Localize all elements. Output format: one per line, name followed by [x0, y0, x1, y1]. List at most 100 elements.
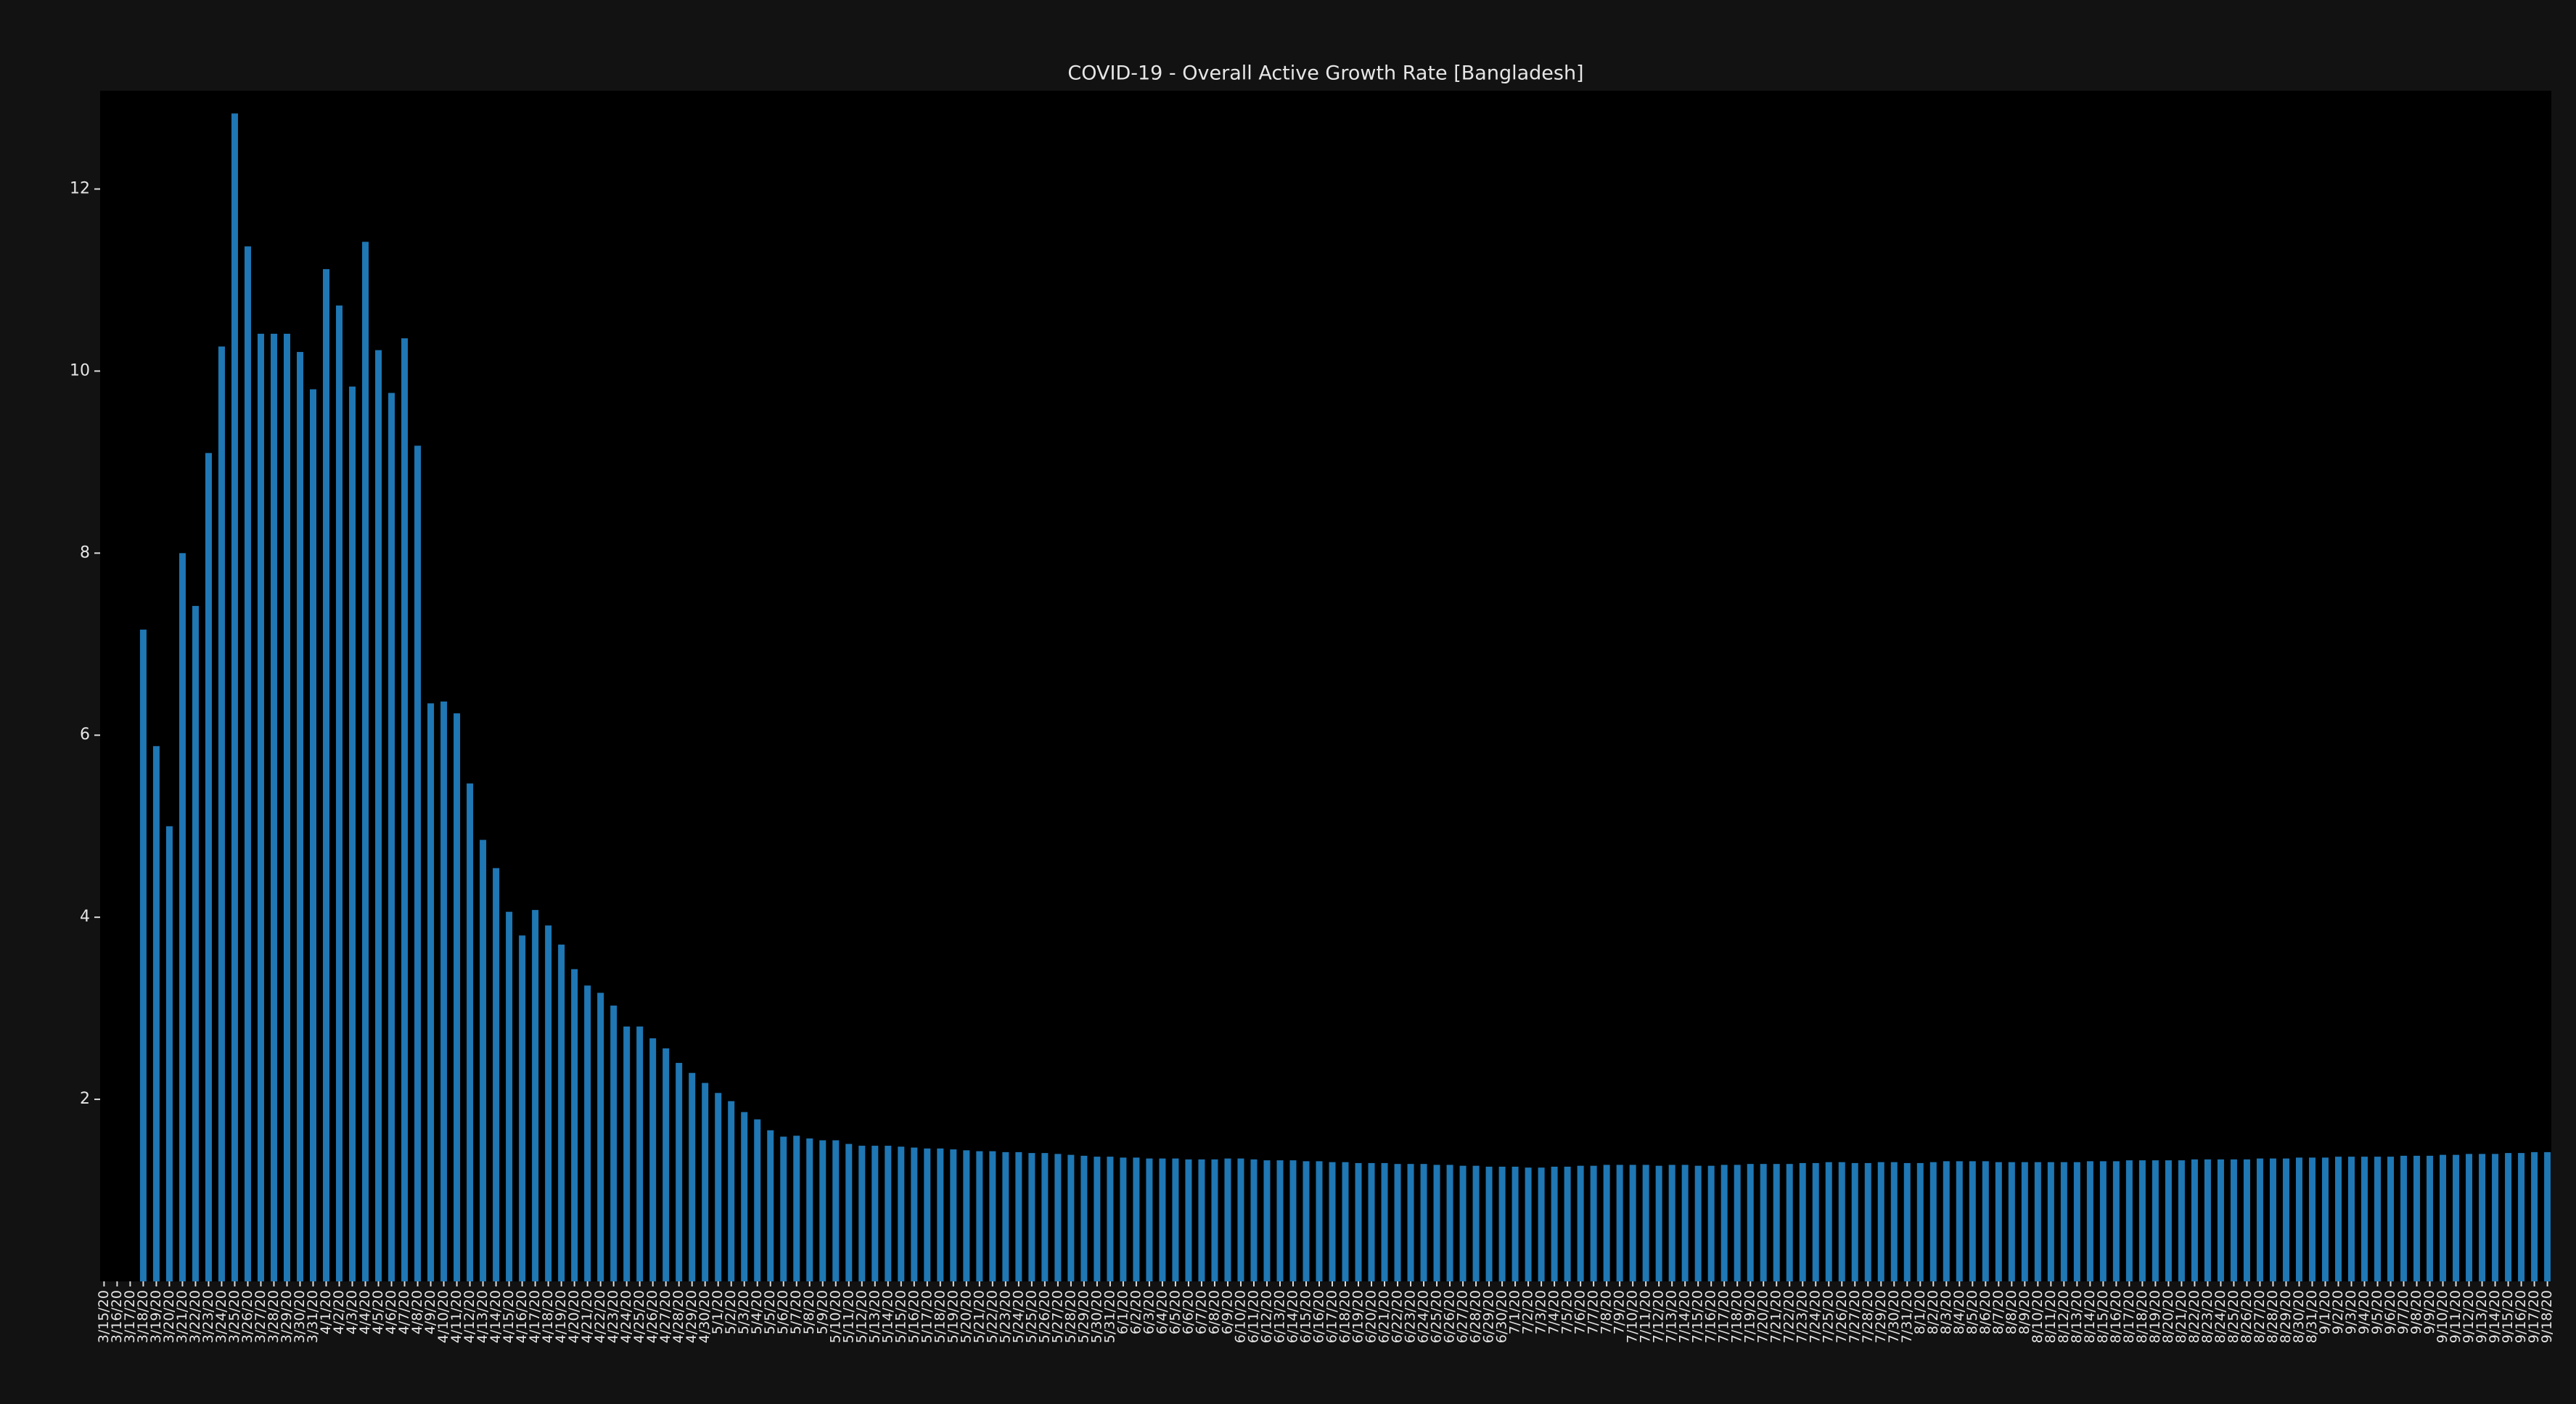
x-tick-label: 3/17/20: [122, 1290, 138, 1343]
x-tick-label: 9/3/20: [2343, 1290, 2359, 1334]
y-tick-label: 2: [80, 1090, 90, 1108]
x-tick-label: 5/28/20: [1062, 1290, 1078, 1343]
x-tick-label: 5/5/20: [762, 1290, 778, 1334]
bar: [1773, 1164, 1780, 1281]
x-tick-label: 6/14/20: [1284, 1290, 1300, 1343]
bar: [2269, 1158, 2276, 1281]
x-tick-label: 5/12/20: [853, 1290, 869, 1343]
x-tick-label: 5/25/20: [1023, 1290, 1039, 1343]
bar: [1159, 1158, 1166, 1281]
x-tick-label: 9/16/20: [2513, 1290, 2529, 1343]
x-tick-label: 3/20/20: [161, 1290, 177, 1343]
bar: [2073, 1162, 2080, 1281]
bar: [1538, 1167, 1545, 1281]
x-tick-label: 6/6/20: [1180, 1290, 1196, 1334]
bar: [1511, 1166, 1519, 1281]
bar: [1224, 1158, 1231, 1281]
x-tick-label: 4/14/20: [488, 1290, 504, 1343]
bar: [336, 305, 343, 1282]
x-tick-label: 7/20/20: [1755, 1290, 1771, 1343]
bar: [1525, 1167, 1532, 1281]
bar: [1929, 1162, 1937, 1281]
bar: [1133, 1157, 1140, 1281]
y-tick-label: 12: [70, 179, 90, 197]
bar: [506, 911, 513, 1281]
x-tick-label: 4/4/20: [357, 1290, 373, 1334]
x-tick-label: 8/10/20: [2030, 1290, 2046, 1343]
bar: [1198, 1159, 1205, 1281]
bar: [1838, 1162, 1845, 1281]
x-tick-label: 3/23/20: [200, 1290, 216, 1343]
x-tick-label: 6/30/20: [1494, 1290, 1510, 1343]
bar: [2230, 1159, 2237, 1281]
bar: [558, 944, 565, 1281]
bar: [1263, 1160, 1271, 1281]
x-tick-label: 5/2/20: [723, 1290, 739, 1334]
bar: [1094, 1157, 1101, 1281]
y-tick-label: 6: [80, 726, 90, 744]
x-tick-label: 6/11/20: [1245, 1290, 1261, 1343]
bar: [2505, 1153, 2512, 1281]
x-tick-label: 6/17/20: [1324, 1290, 1340, 1343]
x-tick-label: 8/9/20: [2017, 1290, 2033, 1334]
x-tick-label: 9/9/20: [2421, 1290, 2437, 1334]
x-tick-label: 5/24/20: [1010, 1290, 1026, 1343]
bar: [2334, 1157, 2342, 1281]
x-tick-label: 7/1/20: [1507, 1290, 1523, 1334]
bar: [963, 1150, 970, 1281]
bar: [1603, 1165, 1610, 1281]
x-tick-label: 6/10/20: [1232, 1290, 1248, 1343]
x-tick-label: 8/13/20: [2069, 1290, 2085, 1343]
x-tick-label: 7/30/20: [1886, 1290, 1902, 1343]
bar: [205, 453, 212, 1281]
x-tick-label: 3/28/20: [266, 1290, 282, 1343]
x-tick-label: 3/22/20: [187, 1290, 203, 1343]
x-tick-label: 9/14/20: [2487, 1290, 2503, 1343]
bar: [2047, 1162, 2054, 1281]
bar: [454, 713, 461, 1281]
bar: [1825, 1162, 1832, 1281]
bar: [2387, 1157, 2395, 1281]
x-tick-label: 9/6/20: [2382, 1290, 2398, 1334]
x-tick-label: 7/3/20: [1533, 1290, 1549, 1334]
x-tick-label: 9/11/20: [2448, 1290, 2464, 1343]
bar: [362, 242, 369, 1281]
bar: [728, 1101, 735, 1281]
bar: [493, 868, 500, 1281]
bar: [571, 969, 578, 1281]
x-tick-label: 8/19/20: [2147, 1290, 2163, 1343]
bar: [1067, 1154, 1075, 1281]
x-tick-label: 3/25/20: [226, 1290, 242, 1343]
x-tick-label: 7/11/20: [1638, 1290, 1654, 1343]
x-tick-label: 3/29/20: [279, 1290, 295, 1343]
x-tick-label: 5/18/20: [932, 1290, 948, 1343]
x-tick-label: 8/28/20: [2265, 1290, 2281, 1343]
x-tick-label: 5/3/20: [736, 1290, 752, 1334]
x-tick-label: 5/15/20: [893, 1290, 908, 1343]
x-tick-label: 6/29/20: [1481, 1290, 1497, 1343]
x-tick-label: 5/31/20: [1102, 1290, 1117, 1343]
bar: [1734, 1165, 1741, 1281]
x-tick-label: 4/30/20: [697, 1290, 713, 1343]
bar: [2086, 1161, 2093, 1281]
x-tick-label: 4/23/20: [605, 1290, 621, 1343]
bar: [296, 352, 303, 1281]
bar: [924, 1148, 931, 1281]
x-tick-label: 5/30/20: [1088, 1290, 1104, 1343]
bar: [1002, 1151, 1009, 1281]
x-tick-label: 8/30/20: [2291, 1290, 2307, 1343]
x-tick-label: 4/6/20: [383, 1290, 399, 1334]
x-tick-label: 7/12/20: [1651, 1290, 1667, 1343]
bar: [1381, 1162, 1388, 1281]
bar: [989, 1151, 996, 1281]
x-tick-label: 4/11/20: [448, 1290, 464, 1343]
bar: [388, 393, 395, 1281]
x-tick-label: 7/10/20: [1625, 1290, 1641, 1343]
x-tick-label: 5/27/20: [1049, 1290, 1065, 1343]
x-tick-label: 9/15/20: [2500, 1290, 2516, 1343]
x-tick-label: 8/24/20: [2212, 1290, 2228, 1343]
bar: [1472, 1165, 1480, 1281]
x-tick-label: 8/27/20: [2252, 1290, 2268, 1343]
bar: [1172, 1158, 1179, 1281]
bar: [623, 1026, 631, 1281]
